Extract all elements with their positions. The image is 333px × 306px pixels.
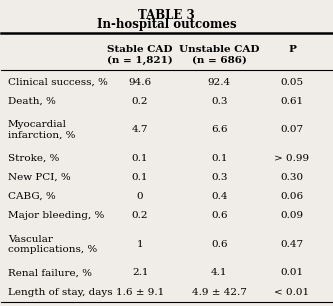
Text: 0.2: 0.2 xyxy=(132,211,148,220)
Text: 0.06: 0.06 xyxy=(280,192,304,201)
Text: New PCI, %: New PCI, % xyxy=(8,173,71,182)
Text: 0: 0 xyxy=(137,192,144,201)
Text: 0.1: 0.1 xyxy=(211,154,227,163)
Text: 0.30: 0.30 xyxy=(280,173,304,182)
Text: Myocardial
infarction, %: Myocardial infarction, % xyxy=(8,120,76,140)
Text: 2.1: 2.1 xyxy=(132,268,148,278)
Text: 0.4: 0.4 xyxy=(211,192,227,201)
Text: 1: 1 xyxy=(137,240,144,249)
Text: P: P xyxy=(288,45,296,54)
Text: 0.09: 0.09 xyxy=(280,211,304,220)
Text: Length of stay, days: Length of stay, days xyxy=(8,288,113,297)
Text: 0.61: 0.61 xyxy=(280,97,304,106)
Text: 4.1: 4.1 xyxy=(211,268,227,278)
Text: Vascular
complications, %: Vascular complications, % xyxy=(8,235,97,254)
Text: 4.7: 4.7 xyxy=(132,125,148,134)
Text: Clinical success, %: Clinical success, % xyxy=(8,78,108,87)
Text: 0.1: 0.1 xyxy=(132,154,148,163)
Text: Renal failure, %: Renal failure, % xyxy=(8,268,92,278)
Text: 6.6: 6.6 xyxy=(211,125,227,134)
Text: Major bleeding, %: Major bleeding, % xyxy=(8,211,104,220)
Text: 0.6: 0.6 xyxy=(211,211,227,220)
Text: In-hospital outcomes: In-hospital outcomes xyxy=(97,18,236,31)
Text: 0.05: 0.05 xyxy=(280,78,304,87)
Text: 1.6 ± 9.1: 1.6 ± 9.1 xyxy=(116,288,164,297)
Text: 0.3: 0.3 xyxy=(211,173,227,182)
Text: 94.6: 94.6 xyxy=(129,78,152,87)
Text: Stable CAD
(n = 1,821): Stable CAD (n = 1,821) xyxy=(107,45,173,65)
Text: 0.6: 0.6 xyxy=(211,240,227,249)
Text: TABLE 3: TABLE 3 xyxy=(138,9,195,22)
Text: 0.07: 0.07 xyxy=(280,125,304,134)
Text: 0.2: 0.2 xyxy=(132,97,148,106)
Text: Stroke, %: Stroke, % xyxy=(8,154,59,163)
Text: Death, %: Death, % xyxy=(8,97,56,106)
Text: 0.01: 0.01 xyxy=(280,268,304,278)
Text: < 0.01: < 0.01 xyxy=(274,288,310,297)
Text: 0.3: 0.3 xyxy=(211,97,227,106)
Text: 92.4: 92.4 xyxy=(208,78,231,87)
Text: 0.47: 0.47 xyxy=(280,240,304,249)
Text: Unstable CAD
(n = 686): Unstable CAD (n = 686) xyxy=(179,45,260,65)
Text: 4.9 ± 42.7: 4.9 ± 42.7 xyxy=(192,288,247,297)
Text: > 0.99: > 0.99 xyxy=(274,154,310,163)
Text: 0.1: 0.1 xyxy=(132,173,148,182)
Text: CABG, %: CABG, % xyxy=(8,192,56,201)
